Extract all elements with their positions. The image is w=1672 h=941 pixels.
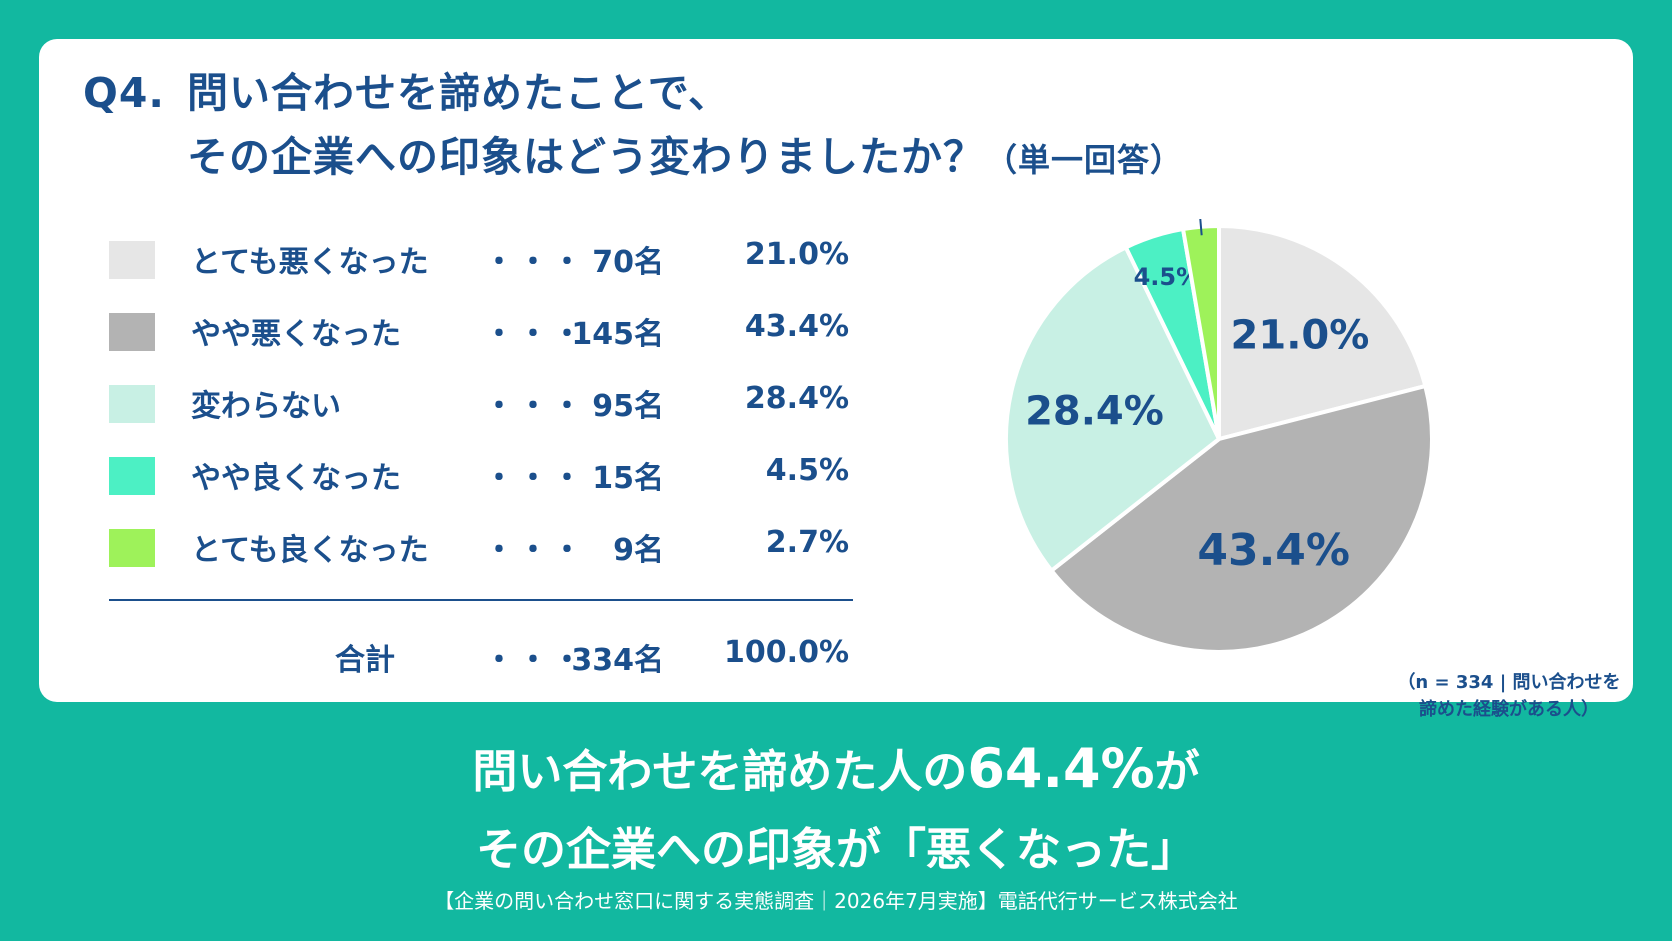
pie-slice-label: 28.4% [1025,388,1164,434]
headline-line-2: その企業への印象が「悪くなった」 [475,823,1196,876]
source-credit: 【企業の問い合わせ窓口に関する実態調査｜2026年7月実施】電話代行サービス株式… [434,889,1238,913]
legend-row: やや悪くなった ・・・ 145名 43.4% [109,295,849,367]
legend-percent: 43.4% [744,309,849,344]
legend-row: やや良くなった ・・・ 15名 4.5% [109,439,849,511]
legend-percent: 4.5% [765,453,849,488]
pie-slice-label: 21.0% [1231,313,1370,359]
pie-chart: 21.0%43.4%28.4%4.5%2.7% [1004,219,1434,654]
legend-row: 変わらない ・・・ 95名 28.4% [109,367,849,439]
sample-note-line-1: （n = 334 | 問い合わせを [1397,672,1621,693]
legend-percent: 21.0% [744,237,849,272]
legend-label: やや悪くなった [191,317,401,352]
headline-post: が [1154,745,1200,798]
legend-swatch [109,385,155,423]
question-number: Q4. [83,69,165,117]
legend-count: 70名 [592,245,664,280]
headline-pre: 問い合わせを諦めた人の [472,745,968,798]
legend-swatch [109,529,155,567]
legend-dots: ・・・ [484,461,586,496]
legend-row: とても良くなった ・・・ 9名 2.7% [109,511,849,583]
pie-slice [1048,383,1434,654]
chart-title: Q4. 問い合わせを諦めたことで、 その企業への印象はどう変わりましたか？（単一回… [83,61,1183,192]
headline-highlight: 64.4% [967,737,1155,800]
legend-label: とても良くなった [191,533,429,568]
legend-row: とても悪くなった ・・・ 70名 21.0% [109,223,849,295]
legend-swatch [109,457,155,495]
total-count: 334名 [571,643,664,678]
sample-note: （n = 334 | 問い合わせを 諦めた経験がある人） [1394,669,1624,723]
legend-label: とても悪くなった [191,245,429,280]
headline: 問い合わせを諦めた人の64.4%が その企業への印象が「悪くなった」 [0,730,1672,889]
total-dots: ・・・ [484,643,586,678]
sample-note-line-2: 諦めた経験がある人） [1419,699,1599,720]
pie-leader-line [1199,219,1203,236]
legend-label: やや良くなった [191,461,401,496]
legend-dots: ・・・ [484,245,586,280]
pie-slice [1217,223,1428,442]
legend-divider [109,599,853,601]
answer-type-note: （単一回答） [985,141,1184,179]
legend-count: 95名 [592,389,664,424]
legend-count: 145名 [571,317,664,352]
legend-swatch [109,241,155,279]
legend-dots: ・・・ [484,389,586,424]
pie-slice-label: 43.4% [1197,525,1350,576]
legend-dots: ・・・ [484,317,586,352]
pie-slice [1004,244,1222,574]
chart-card: Q4. 問い合わせを諦めたことで、 その企業への印象はどう変わりましたか？（単一回… [39,39,1633,720]
total-percent: 100.0% [724,635,849,670]
title-line-2: その企業への印象はどう変わりましたか？ [187,133,985,181]
legend-label: 変わらない [191,389,341,424]
legend-table: とても悪くなった ・・・ 70名 21.0% やや悪くなった ・・・ 145名 43.4% 変わ… [109,223,849,583]
legend-total-row: 合計 ・・・ 334名 100.0% [109,621,849,693]
legend-percent: 2.7% [765,525,849,560]
total-label: 合計 [335,643,395,678]
legend-swatch [109,313,155,351]
legend-count: 9名 [613,533,664,568]
legend-dots: ・・・ [484,533,586,568]
title-line-1: 問い合わせを諦めたことで、 [187,69,731,117]
legend-count: 15名 [592,461,664,496]
legend-percent: 28.4% [744,381,849,416]
